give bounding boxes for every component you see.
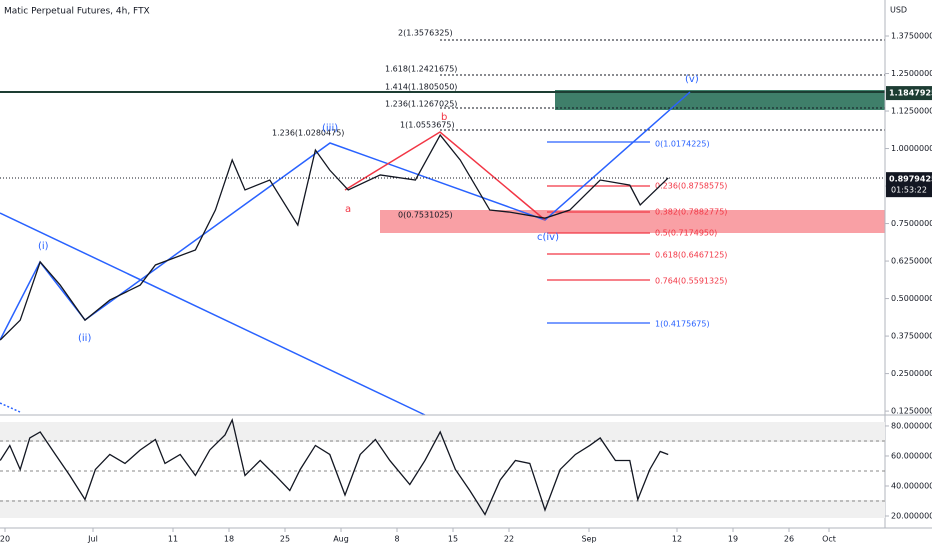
last-price-box xyxy=(886,172,932,198)
wave-label: (ii) xyxy=(78,333,91,344)
x-tick-label: 26 xyxy=(784,535,794,544)
y-tick-label: 60.0000000 xyxy=(891,451,932,460)
oversold-band xyxy=(0,500,885,518)
fib-label: 0(1.0174225) xyxy=(655,140,710,149)
y-tick-label: 20.0000000 xyxy=(891,511,932,520)
y-tick-label: 0.5000000 xyxy=(891,294,932,303)
axis-unit: USD xyxy=(890,6,907,15)
countdown-label: 01:53:22 xyxy=(891,186,927,195)
series-line xyxy=(0,133,669,341)
wave-label: (v) xyxy=(685,74,699,85)
red-zone xyxy=(380,210,885,233)
fib-label: 1(1.0553675) xyxy=(400,121,455,130)
fib-label: 1(0.4175675) xyxy=(655,320,710,329)
x-tick-label: 8 xyxy=(394,535,399,544)
wave-label: b xyxy=(441,112,447,123)
level-price-label: 1.1847925 xyxy=(889,89,932,98)
wave-label: a xyxy=(345,204,351,215)
fib-label: 1.414(1.1805050) xyxy=(385,83,457,92)
wave-lines xyxy=(0,91,691,416)
x-tick-label: 25 xyxy=(280,535,290,544)
y-tick-label: 40.0000000 xyxy=(891,481,932,490)
last-price-label: 0.8979425 xyxy=(889,175,932,184)
fib-label: 0(0.7531025) xyxy=(398,211,453,220)
fib-label: 0.618(0.6467125) xyxy=(655,251,727,260)
x-tick-label: Oct xyxy=(822,535,836,544)
fib-label: 2(1.3576325) xyxy=(398,29,453,38)
green-zone xyxy=(555,90,885,110)
y-tick-label: 0.6250000 xyxy=(891,257,932,266)
y-tick-label: 1.0000000 xyxy=(891,144,932,153)
x-tick-label: 11 xyxy=(168,535,178,544)
y-tick-label: 0.2500000 xyxy=(891,369,932,378)
fib-label: 1.618(1.2421675) xyxy=(385,65,457,74)
fib-label: 0.236(0.8758575) xyxy=(655,182,727,191)
y-tick-label: 1.1250000 xyxy=(891,107,932,116)
y-tick-label: 0.7500000 xyxy=(891,219,932,228)
fib-label: 0.764(0.5591325) xyxy=(655,277,727,286)
x-tick-label: 12 xyxy=(672,535,682,544)
chart-title: Matic Perpetual Futures, 4h, FTX xyxy=(4,7,150,17)
wave-label: (iii) xyxy=(322,123,338,134)
fib-label: 0.5(0.7174950) xyxy=(655,229,717,238)
y-tick-label: 80.0000000 xyxy=(891,421,932,430)
y-tick-label: 1.2500000 xyxy=(891,69,932,78)
x-tick-label: Aug xyxy=(333,535,349,544)
series-line xyxy=(0,417,669,516)
x-tick-label: 18 xyxy=(224,535,234,544)
fib-label: 0.382(0.7882775) xyxy=(655,208,727,217)
level-price-box xyxy=(886,86,932,101)
fib-label: 1.236(1.0280475) xyxy=(272,129,344,138)
fib-label: 1.236(1.1267025) xyxy=(385,100,457,109)
y-tick-label: 0.1250000 xyxy=(891,407,932,416)
x-tick-label: 20 xyxy=(0,535,10,544)
x-tick-label: 22 xyxy=(504,535,514,544)
fib-lower-lines xyxy=(547,141,650,324)
y-tick-label: 1.3750000 xyxy=(891,32,932,41)
y-tick-label: 0.3750000 xyxy=(891,332,932,341)
x-tick-label: Sep xyxy=(581,535,596,544)
overbought-band xyxy=(0,422,885,442)
x-tick-label: 15 xyxy=(448,535,458,544)
wave-label: c(iv) xyxy=(537,232,559,243)
wave-label: (i) xyxy=(38,241,49,252)
x-tick-label: Jul xyxy=(87,535,98,544)
x-tick-label: 19 xyxy=(728,535,738,544)
